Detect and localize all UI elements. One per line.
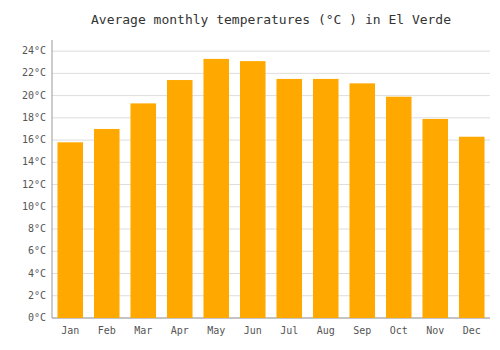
- bar: [57, 142, 83, 318]
- grid-line: [52, 73, 490, 74]
- x-tick-label: Jan: [61, 325, 79, 336]
- y-tick-label: 4°C: [28, 268, 46, 279]
- chart-svg: 0°C 2°C 4°C 6°C 8°C 10°C 12°C 14°C 16°C 18°C 20°C 2…: [0, 0, 500, 350]
- bar: [386, 97, 412, 318]
- bar: [349, 83, 375, 318]
- bar: [94, 129, 120, 318]
- y-tick-label: 2°C: [28, 290, 46, 301]
- grid-line: [52, 117, 490, 118]
- bar: [459, 137, 485, 318]
- title: Average monthly temperatures (°C ) in El…: [91, 12, 451, 27]
- x-tick-label: Dec: [463, 325, 481, 336]
- y-tick-label: 20°C: [22, 90, 46, 101]
- y-tick-label: 14°C: [22, 156, 46, 167]
- y-axis-line: [52, 40, 53, 318]
- grid: [52, 51, 490, 318]
- bar: [313, 79, 339, 318]
- x-tick-label: Jun: [244, 325, 262, 336]
- y-tick-label: 12°C: [22, 179, 46, 190]
- y-tick-label: 18°C: [22, 112, 46, 123]
- bar: [240, 61, 266, 318]
- y-tick-label: 8°C: [28, 223, 46, 234]
- y-tick-labels: 0°C 2°C 4°C 6°C 8°C 10°C 12°C 14°C 16°C 18°C 20°C 2…: [22, 45, 46, 323]
- x-tick-labels: Jan Feb Mar Apr May Jun Jul Aug Sep Oct Nov Dec: [61, 325, 481, 336]
- chart-container: 0°C 2°C 4°C 6°C 8°C 10°C 12°C 14°C 16°C 18°C 20°C 2…: [0, 0, 500, 350]
- y-tick-label: 22°C: [22, 67, 46, 78]
- y-tick-label: 6°C: [28, 245, 46, 256]
- x-tick-label: Oct: [390, 325, 408, 336]
- x-tick-label: Jul: [280, 325, 298, 336]
- grid-line: [52, 95, 490, 96]
- y-tick-label: 10°C: [22, 201, 46, 212]
- bar: [167, 80, 193, 318]
- x-tick-label: Feb: [98, 325, 116, 336]
- y-tick-label: 0°C: [28, 312, 46, 323]
- y-tick-label: 16°C: [22, 134, 46, 145]
- x-tick-label: Mar: [134, 325, 152, 336]
- x-tick-label: Sep: [353, 325, 371, 336]
- bar: [422, 119, 448, 318]
- x-tick-label: Apr: [171, 325, 189, 336]
- bar: [203, 59, 229, 318]
- x-tick-label: May: [207, 325, 225, 336]
- y-tick-label: 24°C: [22, 45, 46, 56]
- x-tick-label: Aug: [317, 325, 335, 336]
- x-tick-label: Nov: [426, 325, 444, 336]
- bars: [57, 59, 484, 318]
- grid-line: [52, 51, 490, 52]
- bar: [130, 103, 156, 318]
- bar: [276, 79, 302, 318]
